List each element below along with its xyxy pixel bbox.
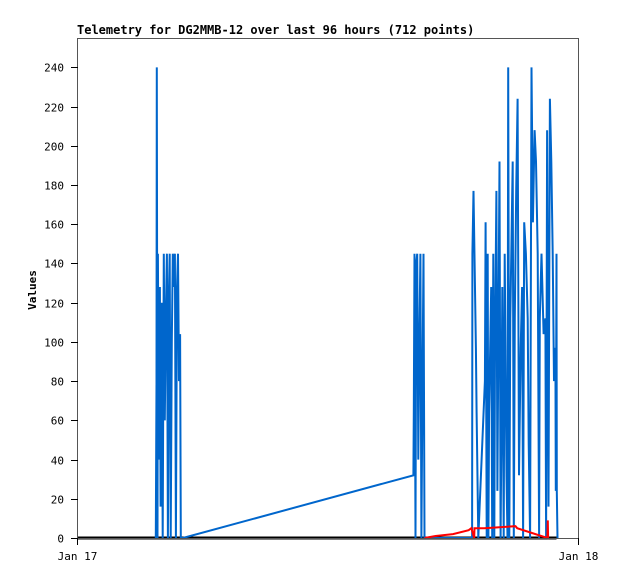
- y-tick-label: 40: [51, 455, 64, 468]
- y-tick-label: 0: [57, 533, 64, 546]
- y-tick-label: 180: [44, 180, 64, 193]
- axis-layer: 0 20 40 60 80 100 120 140 160 180 200 220 240 Jan 17 J…: [44, 62, 598, 564]
- series-line-1: [154, 67, 559, 539]
- y-tick-label: 20: [51, 494, 64, 507]
- y-tick-label: 140: [44, 258, 64, 271]
- series-layer: [78, 67, 559, 540]
- y-tick-label: 160: [44, 219, 64, 232]
- y-tick-label: 60: [51, 415, 64, 428]
- chart-title: Telemetry for DG2MMB-12 over last 96 hou…: [77, 23, 475, 37]
- y-axis-label: Values: [26, 270, 39, 310]
- y-tick-label: 120: [44, 298, 64, 311]
- x-tick-label: Jan 17: [58, 550, 98, 563]
- y-tick-label: 100: [44, 337, 64, 350]
- x-tick-label: Jan 18: [559, 550, 599, 563]
- y-tick-label: 240: [44, 62, 64, 75]
- y-tick-label: 200: [44, 141, 64, 154]
- y-tick-label: 80: [51, 376, 64, 389]
- plot-frame: [77, 38, 579, 539]
- y-tick-label: 220: [44, 102, 64, 115]
